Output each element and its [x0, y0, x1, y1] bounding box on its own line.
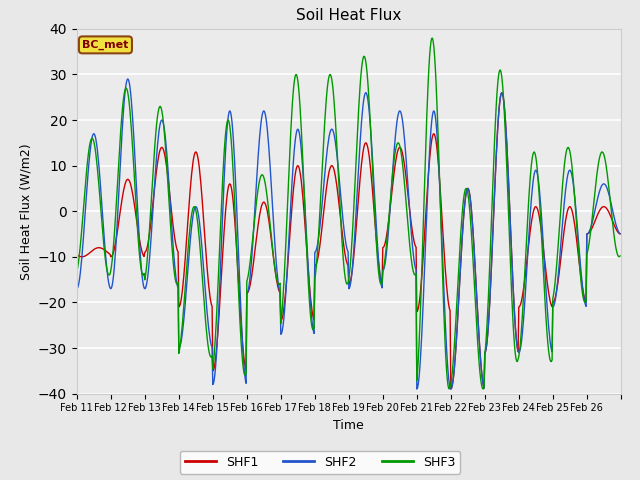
SHF3	[264, 195, 271, 201]
SHF3	[137, 262, 145, 268]
SHF2	[285, 242, 292, 248]
Y-axis label: Soil Heat Flux (W/m2): Soil Heat Flux (W/m2)	[19, 143, 32, 279]
SHF3	[616, 253, 624, 259]
X-axis label: Time: Time	[333, 419, 364, 432]
SHF1	[73, 252, 81, 258]
SHF1	[447, 386, 454, 392]
SHF1	[498, 90, 506, 96]
SHF3	[237, 328, 244, 334]
SHF1	[435, 166, 443, 171]
SHF2	[616, 231, 624, 237]
SHF2	[237, 313, 245, 319]
SHF2	[413, 386, 420, 392]
Line: SHF2: SHF2	[77, 79, 620, 389]
Line: SHF3: SHF3	[77, 38, 620, 389]
SHF1	[404, 195, 412, 201]
SHF3	[429, 36, 436, 41]
Line: SHF1: SHF1	[77, 93, 620, 389]
SHF1	[284, 260, 292, 266]
SHF3	[284, 192, 292, 198]
SHF2	[138, 264, 145, 270]
Text: BC_met: BC_met	[82, 40, 129, 50]
SHF2	[405, 198, 413, 204]
SHF1	[616, 231, 624, 237]
SHF3	[73, 269, 81, 275]
SHF3	[404, 227, 412, 232]
SHF3	[436, 174, 444, 180]
SHF2	[73, 286, 81, 292]
SHF2	[124, 76, 132, 82]
Legend: SHF1, SHF2, SHF3: SHF1, SHF2, SHF3	[180, 451, 460, 474]
SHF3	[479, 386, 487, 392]
SHF2	[436, 194, 444, 200]
SHF1	[137, 242, 145, 248]
SHF1	[264, 209, 271, 215]
SHF2	[264, 135, 272, 141]
SHF1	[237, 310, 244, 316]
Title: Soil Heat Flux: Soil Heat Flux	[296, 9, 401, 24]
